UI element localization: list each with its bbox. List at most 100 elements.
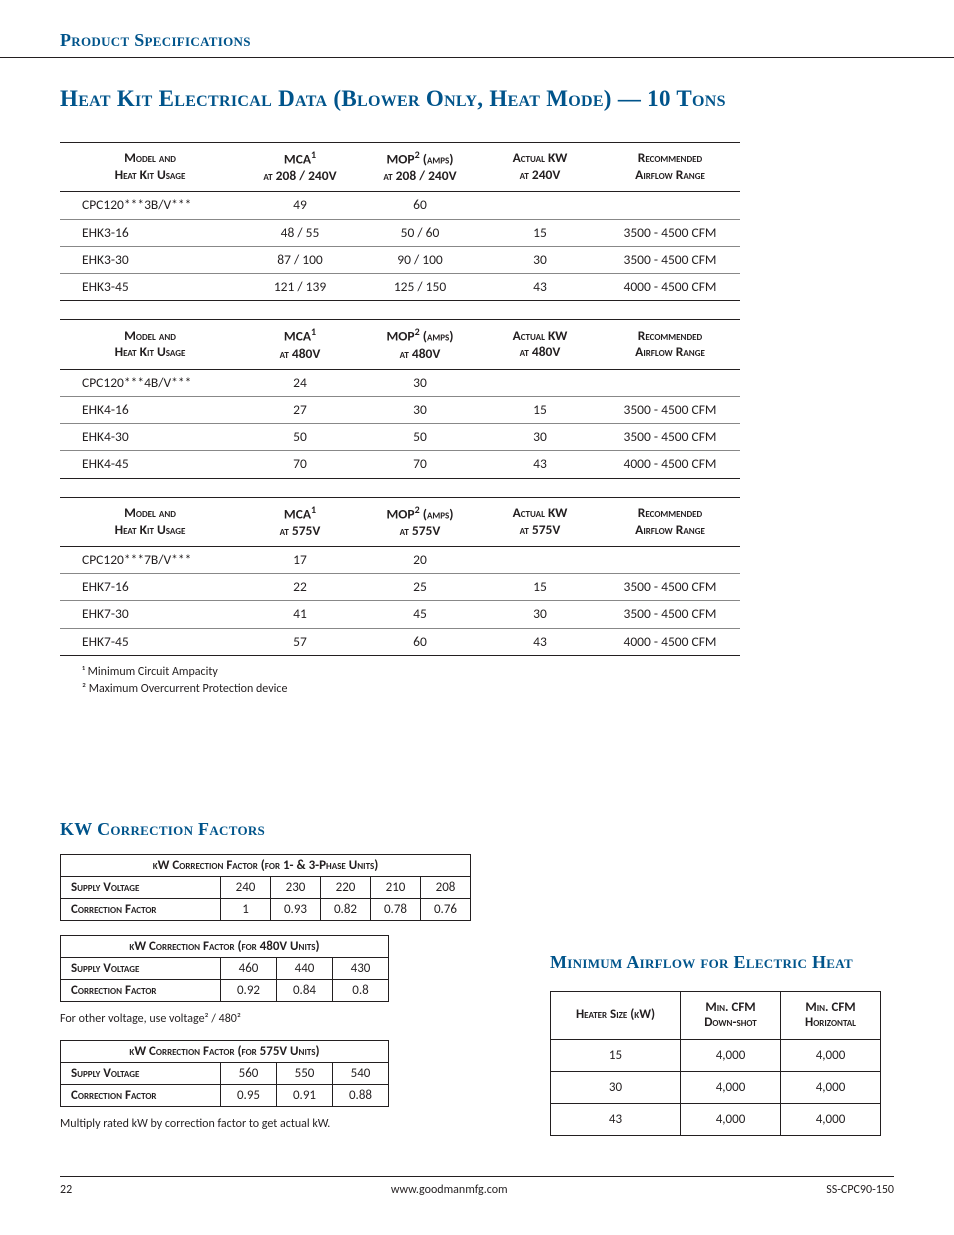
kw-voltage-cell: 240 bbox=[221, 876, 271, 898]
cell-mop: 90 / 100 bbox=[360, 246, 480, 273]
kw-voltage-cell: 430 bbox=[333, 957, 389, 979]
heat-kit-table: Model andHeat Kit UsageMCA1at 208 / 240V… bbox=[60, 142, 740, 301]
airflow-row: 154,0004,000 bbox=[551, 1039, 881, 1071]
kw-correction-table: kW Correction Factor (for 480V Units)Sup… bbox=[60, 935, 389, 1002]
cell-mop: 45 bbox=[360, 601, 480, 628]
kw-cf-label: Correction Factor bbox=[61, 898, 221, 920]
kw-sv-label: Supply Voltage bbox=[61, 1062, 221, 1084]
cell-kw: 30 bbox=[480, 424, 600, 451]
airflow-cell-size: 30 bbox=[551, 1071, 681, 1103]
page-footer: 22 www.goodmanmfg.com SS-CPC90-150 bbox=[60, 1176, 894, 1197]
cell-kw: 43 bbox=[480, 274, 600, 301]
airflow-row: 304,0004,000 bbox=[551, 1071, 881, 1103]
airflow-cell-horiz: 4,000 bbox=[781, 1071, 881, 1103]
table-row: EHK7-304145303500 - 4500 CFM bbox=[60, 601, 740, 628]
table-row: EHK7-455760434000 - 4500 CFM bbox=[60, 628, 740, 655]
kw-factor-cell: 0.84 bbox=[277, 979, 333, 1001]
cell-mop: 70 bbox=[360, 451, 480, 478]
table-row: EHK3-1648 / 5550 / 60153500 - 4500 CFM bbox=[60, 219, 740, 246]
air-th-down: Min. CFM Down-shot bbox=[681, 991, 781, 1039]
footnote-2: ² Maximum Overcurrent Protection device bbox=[82, 681, 894, 698]
kw-table-title: kW Correction Factor (for 575V Units) bbox=[61, 1040, 389, 1062]
page-number: 22 bbox=[60, 1183, 72, 1197]
kw-voltage-cell: 440 bbox=[277, 957, 333, 979]
th-kw: Actual KWat 480V bbox=[480, 320, 600, 369]
th-mop: MOP2 (amps)at 575V bbox=[360, 497, 480, 546]
cell-model: CPC120***4B/V*** bbox=[60, 369, 240, 396]
cell-mop: 60 bbox=[360, 628, 480, 655]
cell-mca: 57 bbox=[240, 628, 360, 655]
table-row: EHK3-45121 / 139125 / 150434000 - 4500 C… bbox=[60, 274, 740, 301]
kw-correction-table: kW Correction Factor (for 575V Units)Sup… bbox=[60, 1040, 389, 1107]
cell-kw bbox=[480, 192, 600, 219]
kw-sv-label: Supply Voltage bbox=[61, 876, 221, 898]
kw-table-title: kW Correction Factor (for 1- & 3-Phase U… bbox=[61, 854, 471, 876]
airflow-cell-down: 4,000 bbox=[681, 1039, 781, 1071]
kw-voltage-cell: 550 bbox=[277, 1062, 333, 1084]
cell-mop: 125 / 150 bbox=[360, 274, 480, 301]
cell-mca: 70 bbox=[240, 451, 360, 478]
kw-factor-cell: 0.88 bbox=[333, 1084, 389, 1106]
table-row: CPC120***3B/V***4960 bbox=[60, 192, 740, 219]
air-th-size: Heater Size (kW) bbox=[551, 991, 681, 1039]
cell-model: EHK7-30 bbox=[60, 601, 240, 628]
cell-kw bbox=[480, 369, 600, 396]
cell-air: 3500 - 4500 CFM bbox=[600, 219, 740, 246]
cell-air: 4000 - 4500 CFM bbox=[600, 274, 740, 301]
cell-kw bbox=[480, 546, 600, 573]
th-kw: Actual KWat 240V bbox=[480, 143, 600, 192]
table-row: EHK4-457070434000 - 4500 CFM bbox=[60, 451, 740, 478]
kw-voltage-cell: 208 bbox=[421, 876, 471, 898]
cell-mca: 121 / 139 bbox=[240, 274, 360, 301]
kw-factor-cell: 0.8 bbox=[333, 979, 389, 1001]
kw-factor-cell: 0.82 bbox=[321, 898, 371, 920]
cell-model: EHK3-45 bbox=[60, 274, 240, 301]
kw-voltage-cell: 230 bbox=[271, 876, 321, 898]
kw-table-title: kW Correction Factor (for 480V Units) bbox=[61, 935, 389, 957]
cell-mca: 41 bbox=[240, 601, 360, 628]
airflow-section-title: Minimum Airflow for Electric Heat bbox=[550, 952, 894, 973]
airflow-table: Heater Size (kW) Min. CFM Down-shot Min.… bbox=[550, 991, 881, 1136]
footnotes: ¹ Minimum Circuit Ampacity ² Maximum Ove… bbox=[60, 664, 894, 699]
kw-factor-cell: 0.91 bbox=[277, 1084, 333, 1106]
kw-section-title: KW Correction Factors bbox=[60, 819, 894, 840]
kw-factor-cell: 0.95 bbox=[221, 1084, 277, 1106]
cell-model: EHK7-16 bbox=[60, 574, 240, 601]
airflow-cell-size: 15 bbox=[551, 1039, 681, 1071]
cell-kw: 30 bbox=[480, 601, 600, 628]
th-model: Model andHeat Kit Usage bbox=[60, 320, 240, 369]
table-row: EHK7-162225153500 - 4500 CFM bbox=[60, 574, 740, 601]
th-model: Model andHeat Kit Usage bbox=[60, 143, 240, 192]
cell-mop: 50 bbox=[360, 424, 480, 451]
cell-mop: 20 bbox=[360, 546, 480, 573]
kw-correction-table: kW Correction Factor (for 1- & 3-Phase U… bbox=[60, 854, 471, 921]
cell-mca: 22 bbox=[240, 574, 360, 601]
cell-mop: 25 bbox=[360, 574, 480, 601]
table-row: CPC120***7B/V***1720 bbox=[60, 546, 740, 573]
th-air: RecommendedAirflow Range bbox=[600, 497, 740, 546]
cell-air: 3500 - 4500 CFM bbox=[600, 601, 740, 628]
th-mca: MCA1at 480V bbox=[240, 320, 360, 369]
cell-mop: 60 bbox=[360, 192, 480, 219]
cell-air: 3500 - 4500 CFM bbox=[600, 424, 740, 451]
cell-mop: 30 bbox=[360, 396, 480, 423]
table-row: EHK4-162730153500 - 4500 CFM bbox=[60, 396, 740, 423]
kw-cf-label: Correction Factor bbox=[61, 1084, 221, 1106]
note-multiply: Multiply rated kW by correction factor t… bbox=[60, 1117, 490, 1131]
airflow-cell-down: 4,000 bbox=[681, 1071, 781, 1103]
page-title: Heat Kit Electrical Data (Blower Only, H… bbox=[60, 86, 894, 112]
cell-kw: 30 bbox=[480, 246, 600, 273]
cell-kw: 15 bbox=[480, 574, 600, 601]
kw-factor-cell: 0.92 bbox=[221, 979, 277, 1001]
cell-model: EHK7-45 bbox=[60, 628, 240, 655]
th-mca: MCA1at 208 / 240V bbox=[240, 143, 360, 192]
page-section-header: Product Specifications bbox=[60, 30, 894, 51]
cell-mca: 27 bbox=[240, 396, 360, 423]
cell-mca: 49 bbox=[240, 192, 360, 219]
cell-kw: 43 bbox=[480, 451, 600, 478]
cell-mca: 17 bbox=[240, 546, 360, 573]
cell-air: 3500 - 4500 CFM bbox=[600, 574, 740, 601]
th-air: RecommendedAirflow Range bbox=[600, 320, 740, 369]
kw-voltage-cell: 460 bbox=[221, 957, 277, 979]
cell-model: EHK4-45 bbox=[60, 451, 240, 478]
